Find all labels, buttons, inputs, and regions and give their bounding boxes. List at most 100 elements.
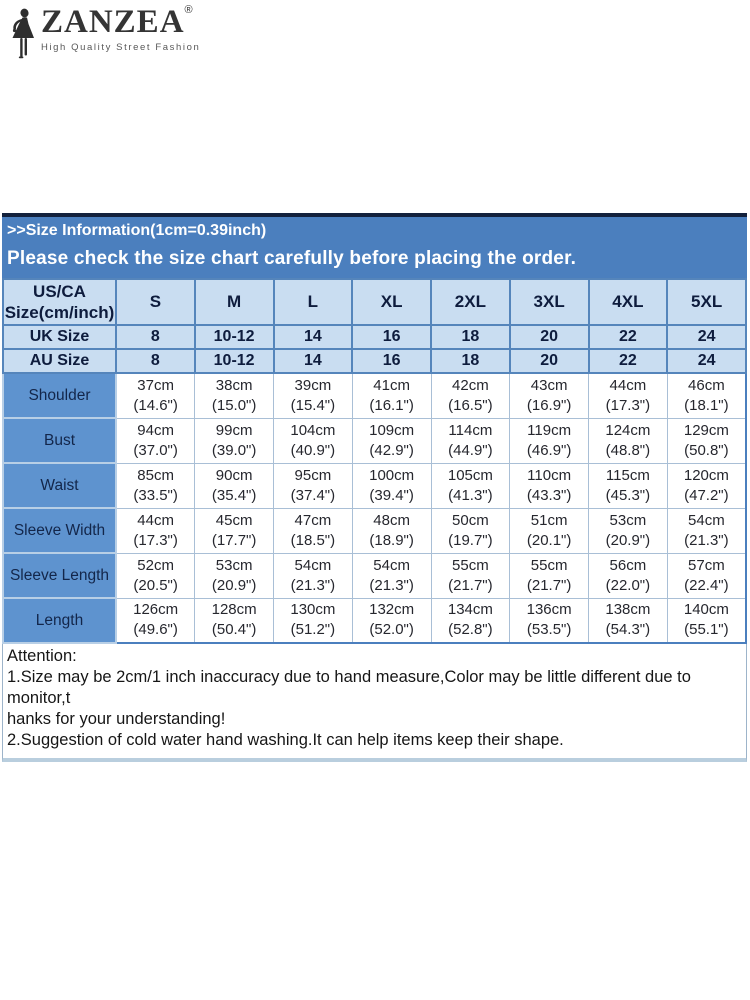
- cm-value: 54cm: [688, 511, 725, 529]
- measurement-cell: 51cm (20.1"): [509, 507, 589, 554]
- inch-value: (50.8"): [684, 441, 729, 459]
- measurement-cell: 39cm (15.4"): [273, 372, 353, 419]
- cm-value: 44cm: [609, 376, 647, 394]
- uk-size-value: 24: [666, 324, 747, 350]
- woman-silhouette-icon: [12, 8, 34, 59]
- inch-value: (44.9"): [448, 441, 493, 459]
- brand-name: ZANZEA: [41, 4, 185, 40]
- size-col-header-l: L: [272, 278, 354, 326]
- cm-value: 47cm: [294, 511, 332, 529]
- measurement-cell: 53cm (20.9"): [194, 552, 274, 599]
- cm-value: 140cm: [683, 601, 729, 619]
- au-size-label: AU Size: [2, 348, 117, 374]
- measurement-cell: 129cm (50.8"): [666, 417, 747, 464]
- sleeve-width-row: Sleeve Width 44cm (17.3") 45cm (17.7") 47c…: [2, 507, 747, 554]
- inch-value: (21.3"): [290, 576, 336, 594]
- uk-size-row: UK Size 8 10-12 14 16 18 20 22 24: [2, 324, 747, 350]
- cm-value: 41cm: [373, 376, 410, 394]
- measurement-cell: 54cm (21.3"): [351, 552, 432, 599]
- cm-value: 115cm: [605, 466, 650, 484]
- inch-value: (16.5"): [448, 396, 493, 414]
- inch-value: (20.9"): [605, 531, 651, 549]
- attention-notes: Attention: 1.Size may be 2cm/1 inch inac…: [2, 644, 747, 762]
- attention-note-line: 1.Size may be 2cm/1 inch inaccuracy due …: [7, 668, 691, 708]
- cm-value: 38cm: [215, 376, 253, 394]
- measurement-cell: 48cm (18.9"): [351, 507, 432, 554]
- sleeve-width-label: Sleeve Width: [2, 507, 117, 554]
- size-col-header-5xl: 5XL: [666, 278, 747, 326]
- measurement-cell: 120cm (47.2"): [666, 462, 747, 509]
- inch-value: (21.3"): [684, 531, 729, 549]
- cm-value: 37cm: [137, 376, 174, 394]
- inch-value: (20.9"): [211, 576, 257, 594]
- cm-value: 48cm: [373, 511, 410, 529]
- measurement-cell: 43cm (16.9"): [509, 372, 589, 419]
- au-size-value: 14: [272, 348, 354, 374]
- inch-value: (37.0"): [133, 441, 178, 459]
- cm-value: 90cm: [215, 466, 253, 484]
- cm-value: 53cm: [215, 556, 253, 574]
- cm-value: 138cm: [605, 601, 651, 619]
- size-info-title: >>Size Information(1cm=0.39inch): [7, 222, 267, 239]
- cm-value: 126cm: [133, 601, 179, 619]
- measurement-cell: 38cm (15.0"): [194, 372, 274, 419]
- inch-value: (39.0"): [211, 441, 257, 459]
- brand-row: ZANZEA®: [41, 4, 200, 40]
- cm-value: 136cm: [526, 601, 572, 619]
- cm-value: 104cm: [290, 421, 336, 439]
- sleeve-length-label: Sleeve Length: [2, 552, 117, 599]
- cm-value: 54cm: [294, 556, 332, 574]
- inch-value: (22.4"): [684, 576, 729, 594]
- shoulder-label: Shoulder: [2, 372, 117, 419]
- cm-value: 54cm: [373, 556, 410, 574]
- cm-value: 52cm: [137, 556, 174, 574]
- inch-value: (49.6"): [133, 621, 178, 639]
- measurement-cell: 124cm (48.8"): [588, 417, 668, 464]
- measurement-cell: 134cm (52.8"): [430, 597, 511, 644]
- bust-label: Bust: [2, 417, 117, 464]
- au-size-value: 18: [430, 348, 511, 374]
- measurement-cell: 105cm (41.3"): [430, 462, 511, 509]
- measurement-cell: 95cm (37.4"): [273, 462, 353, 509]
- size-col-header-s: S: [115, 278, 196, 326]
- cm-value: 130cm: [290, 601, 336, 619]
- cm-value: 50cm: [452, 511, 489, 529]
- cm-value: 109cm: [369, 421, 415, 439]
- inch-value: (53.5"): [526, 621, 572, 639]
- inch-value: (17.3"): [605, 396, 651, 414]
- cm-value: 114cm: [448, 421, 493, 439]
- attention-note-line: hanks for your understanding!: [7, 710, 226, 729]
- uk-size-value: 18: [430, 324, 511, 350]
- size-check-warning: Please check the size chart carefully be…: [7, 248, 577, 269]
- cm-value: 129cm: [683, 421, 729, 439]
- logo-text: ZANZEA® High Quality Street Fashion: [41, 4, 200, 54]
- inch-value: (55.1"): [684, 621, 729, 639]
- measurement-cell: 119cm (46.9"): [509, 417, 589, 464]
- au-size-row: AU Size 8 10-12 14 16 18 20 22 24: [2, 348, 747, 374]
- inch-value: (50.4"): [211, 621, 257, 639]
- uk-size-value: 22: [587, 324, 669, 350]
- inch-value: (15.4"): [290, 396, 336, 414]
- attention-heading: Attention:: [7, 647, 77, 665]
- waist-label: Waist: [2, 462, 117, 509]
- cm-value: 99cm: [215, 421, 253, 439]
- uk-size-value: 14: [272, 324, 354, 350]
- cm-value: 45cm: [215, 511, 253, 529]
- cm-value: 43cm: [530, 376, 568, 394]
- measurement-cell: 57cm (22.4"): [666, 552, 747, 599]
- inch-value: (18.5"): [290, 531, 336, 549]
- length-row: Length 126cm (49.6") 128cm (50.4") 130cm (5…: [2, 597, 747, 644]
- inch-value: (17.7"): [211, 531, 257, 549]
- inch-value: (45.3"): [605, 486, 651, 504]
- size-info-banner: >>Size Information(1cm=0.39inch) Please …: [2, 213, 747, 278]
- au-size-value: 20: [508, 348, 590, 374]
- au-size-value: 16: [351, 348, 432, 374]
- inch-value: (15.0"): [211, 396, 257, 414]
- size-header-row: US/CA Size(cm/inch) S M L XL 2XL 3XL 4XL…: [2, 278, 747, 326]
- inch-value: (41.3"): [448, 486, 493, 504]
- measurement-cell: 140cm (55.1"): [666, 597, 747, 644]
- measurement-cell: 115cm (45.3"): [588, 462, 668, 509]
- size-information-section: >>Size Information(1cm=0.39inch) Please …: [2, 213, 747, 762]
- cm-value: 124cm: [605, 421, 651, 439]
